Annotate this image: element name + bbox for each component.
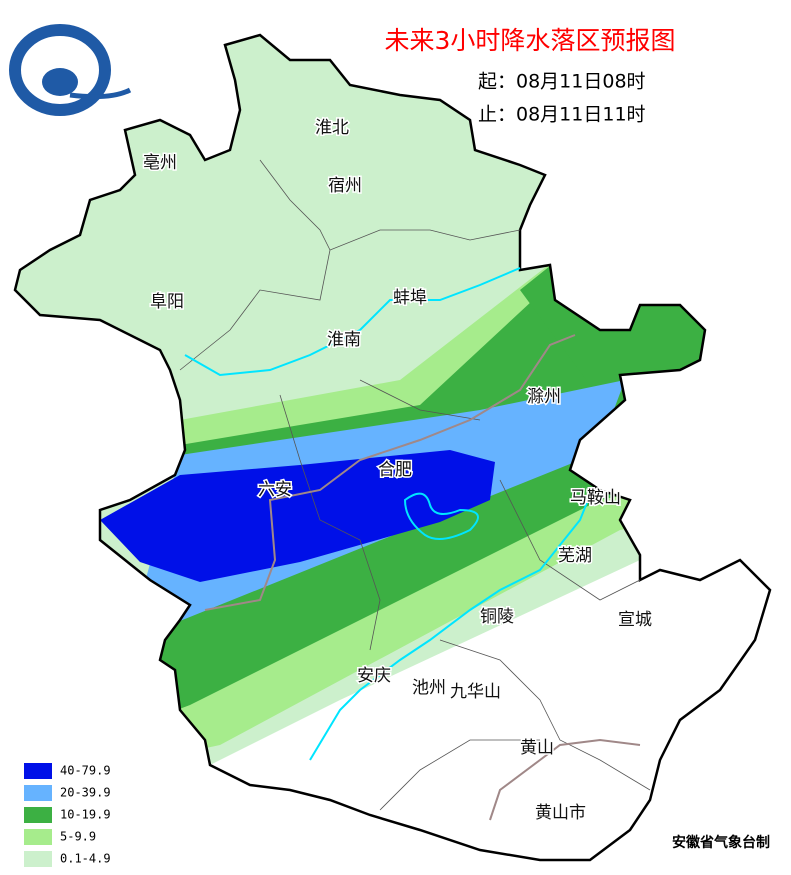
city-label: 滁州 [527, 387, 561, 407]
map-title: 未来3小时降水落区预报图 [385, 26, 676, 55]
legend-label: 40-79.9 [60, 764, 111, 778]
city-label: 合肥 [378, 460, 412, 480]
city-label: 铜陵 [480, 607, 514, 627]
city-label: 亳州 [143, 153, 177, 173]
valid-start: 起：08月11日08时 [478, 71, 646, 93]
logo [9, 24, 132, 116]
city-label: 蚌埠 [393, 288, 427, 308]
legend-swatch [24, 763, 52, 779]
legend: 40-79.9 20-39.9 10-19.9 5-9.9 0.1-4.9 [24, 763, 111, 867]
band-40 [100, 450, 495, 582]
legend-label: 0.1-4.9 [60, 852, 111, 866]
valid-end: 止：08月11日11时 [478, 104, 646, 126]
legend-label: 5-9.9 [60, 830, 96, 844]
city-label: 池州 [412, 678, 446, 698]
city-label: 阜阳 [150, 292, 184, 312]
credit: 安徽省气象台制 [672, 834, 770, 851]
legend-label: 10-19.9 [60, 808, 111, 822]
city-borders [179, 159, 651, 811]
city-label: 九华山 [450, 682, 501, 702]
rivers [184, 267, 641, 821]
city-label: 淮北 [315, 118, 349, 138]
legend-swatch [24, 829, 52, 845]
city-label: 安庆 [357, 666, 391, 686]
city-label: 宿州 [328, 176, 362, 196]
city-label: 淮南 [327, 330, 361, 350]
city-label: 黄山 [520, 738, 554, 758]
legend-swatch [24, 785, 52, 801]
city-label: 芜湖 [558, 546, 592, 566]
city-label: 马鞍山 [570, 488, 621, 508]
legend-swatch [24, 851, 52, 867]
city-label: 黄山市 [535, 803, 586, 823]
legend-swatch [24, 807, 52, 823]
city-labels: 淮北 亳州 宿州 阜阳 蚌埠 淮南 滁州 六安 合肥 马鞍山 芜湖 铜陵 宣城 … [142, 117, 654, 825]
city-label: 六安 [258, 480, 292, 500]
legend-label: 20-39.9 [60, 786, 111, 800]
province-border [13, 33, 772, 862]
city-label: 宣城 [618, 610, 652, 630]
